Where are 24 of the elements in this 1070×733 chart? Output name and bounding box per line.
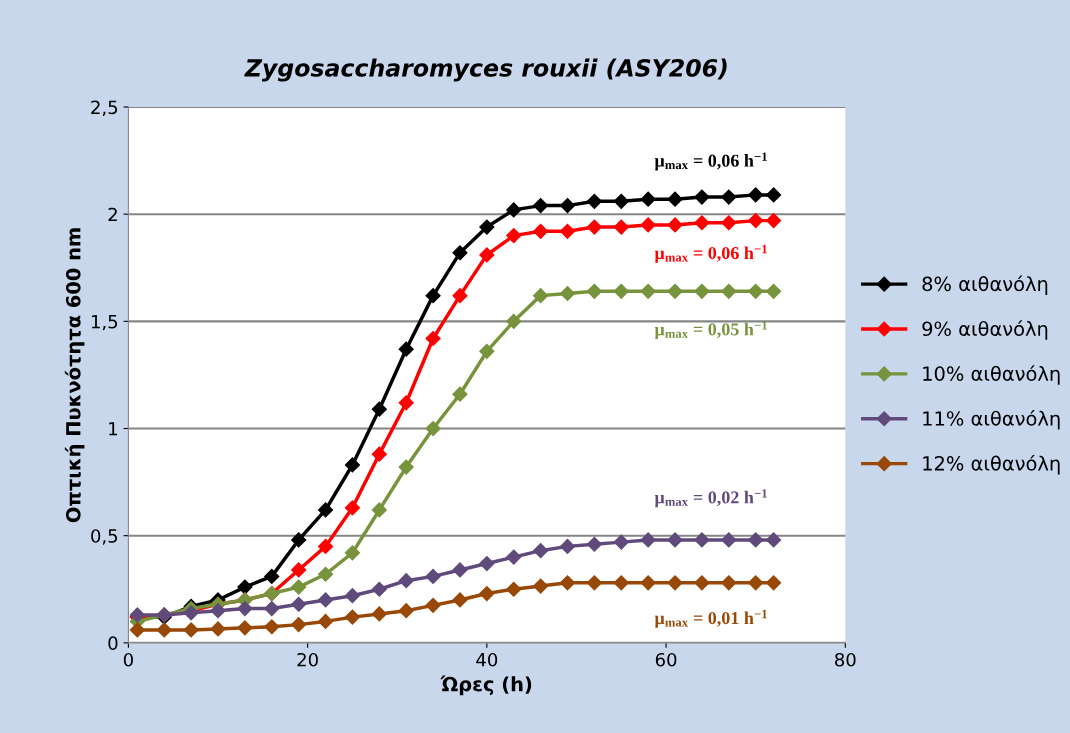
y-tick-label: 1,5 xyxy=(91,315,118,331)
chart-title: Zygosaccharomyces rouxii (ASY206) xyxy=(244,58,727,82)
legend-label: 11% αιθανόλη xyxy=(923,410,1060,430)
x-tick-label: 80 xyxy=(835,652,856,667)
annotation: μ$_{max}$ = 0,06 h$^{−1}$ xyxy=(654,244,767,263)
x-axis-title: Ώρες (h) xyxy=(440,675,532,696)
y-tick-label: 2,5 xyxy=(91,100,118,116)
legend-label: 8% αιθανόλη xyxy=(922,275,1048,295)
legend-label: 10% αιθανόλη xyxy=(923,365,1060,385)
x-tick-label: 20 xyxy=(297,652,318,667)
y-tick-label: 2 xyxy=(108,207,117,222)
y-tick-label: 0,5 xyxy=(91,529,118,545)
y-tick-label: 0 xyxy=(108,636,118,650)
y-tick-label: 1 xyxy=(109,422,118,436)
legend-label: 9% αιθανόλη xyxy=(922,320,1048,340)
x-tick-label: 40 xyxy=(476,652,498,667)
annotation: μ$_{max}$ = 0,02 h$^{−1}$ xyxy=(654,489,767,508)
annotation: μ$_{max}$ = 0,05 h$^{−1}$ xyxy=(654,321,767,340)
x-tick-label: 0 xyxy=(123,652,133,667)
annotation: μ$_{max}$ = 0,06 h$^{−1}$ xyxy=(654,152,767,171)
x-tick-label: 60 xyxy=(655,652,677,667)
y-axis-title: Οπτική Πυκνότητα 600 nm xyxy=(64,228,85,523)
legend-label: 12% αιθανόλη xyxy=(923,454,1060,475)
annotation: μ$_{max}$ = 0,01 h$^{−1}$ xyxy=(654,609,767,628)
